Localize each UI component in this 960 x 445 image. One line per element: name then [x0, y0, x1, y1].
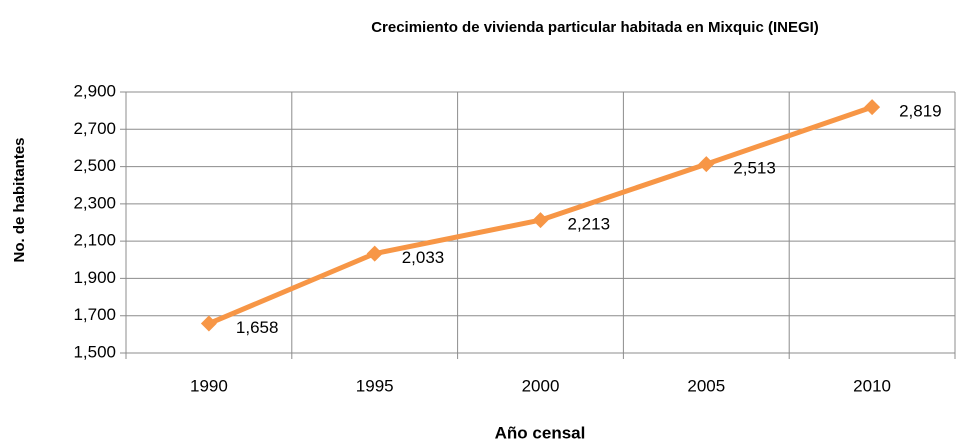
data-label: 1,658 [236, 318, 279, 337]
data-label: 2,513 [733, 159, 776, 178]
x-tick-label: 2005 [687, 376, 725, 395]
data-point [200, 315, 217, 332]
x-axis-title: Año censal [495, 423, 586, 442]
data-point [698, 156, 715, 173]
data-point [366, 245, 383, 262]
y-tick-label: 2,300 [73, 193, 116, 212]
x-tick-label: 2010 [853, 376, 891, 395]
chart-title: Crecimiento de vivienda particular habit… [371, 19, 819, 36]
data-label: 2,213 [568, 215, 611, 234]
x-tick-label: 2000 [522, 376, 560, 395]
data-point [864, 99, 881, 116]
y-tick-label: 2,500 [73, 156, 116, 175]
data-point [532, 212, 549, 229]
y-tick-label: 1,500 [73, 342, 116, 361]
y-axis-title: No. de habitantes [11, 137, 28, 262]
y-tick-label: 1,900 [73, 268, 116, 287]
y-tick-label: 2,900 [73, 81, 116, 100]
x-tick-label: 1995 [356, 376, 394, 395]
data-label: 2,033 [402, 248, 445, 267]
y-tick-label: 2,700 [73, 119, 116, 138]
data-label: 2,819 [899, 102, 942, 121]
y-tick-label: 1,700 [73, 305, 116, 324]
x-tick-label: 1990 [190, 376, 228, 395]
y-tick-label: 2,100 [73, 231, 116, 250]
